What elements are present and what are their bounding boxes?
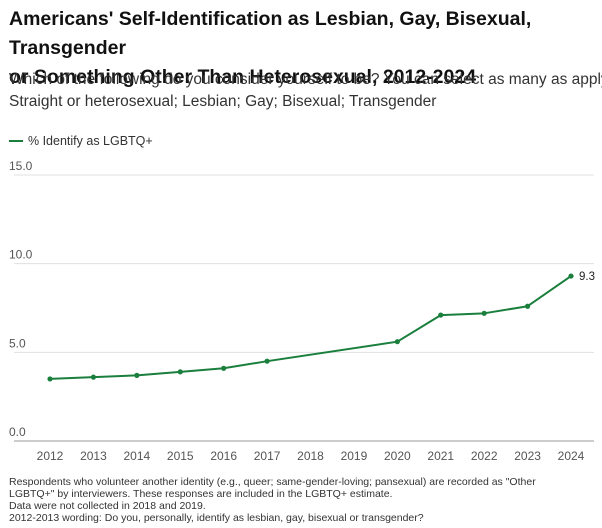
chart-title: Americans' Self-Identification as Lesbia… [9, 5, 594, 92]
x-tick-label: 2023 [514, 449, 541, 463]
x-tick-label: 2014 [123, 449, 150, 463]
x-tick-label: 2015 [167, 449, 194, 463]
x-tick-label: 2018 [297, 449, 324, 463]
x-tick-label: 2012 [37, 449, 64, 463]
line-chart: 0.0 5.0 10.0 15.0 2012 2013 2014 2015 2016 2017 20… [9, 159, 595, 463]
x-tick-label: 2013 [80, 449, 107, 463]
data-point [568, 273, 574, 279]
data-label: 9.3 [579, 271, 595, 283]
note-line-1: Respondents who volunteer another identi… [9, 476, 536, 488]
data-point [221, 365, 227, 371]
data-point [524, 303, 531, 309]
series-line [49, 275, 572, 380]
data-point [47, 376, 53, 382]
data-point [264, 358, 270, 364]
chart-notes: Respondents who volunteer another identi… [9, 476, 594, 524]
legend-line-swatch [9, 140, 23, 142]
y-tick-label: 5.0 [9, 336, 26, 350]
data-point [481, 310, 487, 316]
data-point [438, 312, 444, 318]
chart-subtitle-line-2: Straight or heterosexual; Lesbian; Gay; … [9, 93, 437, 110]
y-tick-label: 10.0 [9, 248, 33, 262]
chart-title-line-1: Americans' Self-Identification as Lesbia… [9, 8, 532, 59]
chart-title-line-2: or Something Other Than Heterosexual, 20… [9, 66, 477, 88]
y-tick-label: 15.0 [9, 159, 33, 173]
x-tick-label: 2022 [471, 449, 498, 463]
data-point [134, 372, 140, 378]
legend-label: % Identify as LGBTQ+ [28, 134, 153, 148]
x-tick-label: 2020 [384, 449, 411, 463]
x-tick-label: 2021 [427, 449, 454, 463]
data-point [90, 374, 97, 380]
chart-legend: % Identify as LGBTQ+ [9, 132, 153, 150]
note-line-2: LGBTQ+" by interviewers. These responses… [9, 488, 393, 500]
x-tick-label: 2024 [558, 449, 585, 463]
x-tick-label: 2019 [341, 449, 368, 463]
note-line-3: Data were not collected in 2018 and 2019… [9, 500, 206, 512]
note-line-4: 2012-2013 wording: Do you, personally, i… [9, 512, 424, 524]
data-point [394, 339, 400, 345]
chart-subtitle-line-1: Which of the following do you consider y… [9, 71, 602, 88]
chart-subtitle: Which of the following do you consider y… [9, 69, 602, 113]
data-point [177, 369, 183, 375]
x-tick-label: 2016 [210, 449, 237, 463]
y-tick-label: 0.0 [9, 425, 26, 439]
x-tick-label: 2017 [254, 449, 281, 463]
